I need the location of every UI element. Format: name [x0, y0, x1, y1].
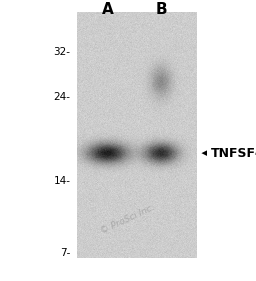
Bar [77, 22, 197, 270]
Text: 14-: 14- [54, 176, 70, 186]
Text: © ProSci Inc.: © ProSci Inc. [99, 203, 157, 236]
Text: A: A [102, 2, 113, 17]
Text: 7-: 7- [60, 248, 70, 258]
Text: TNFSF4: TNFSF4 [211, 147, 256, 160]
Text: 32-: 32- [54, 47, 70, 57]
Text: B: B [155, 2, 167, 17]
Text: 24-: 24- [54, 92, 70, 102]
